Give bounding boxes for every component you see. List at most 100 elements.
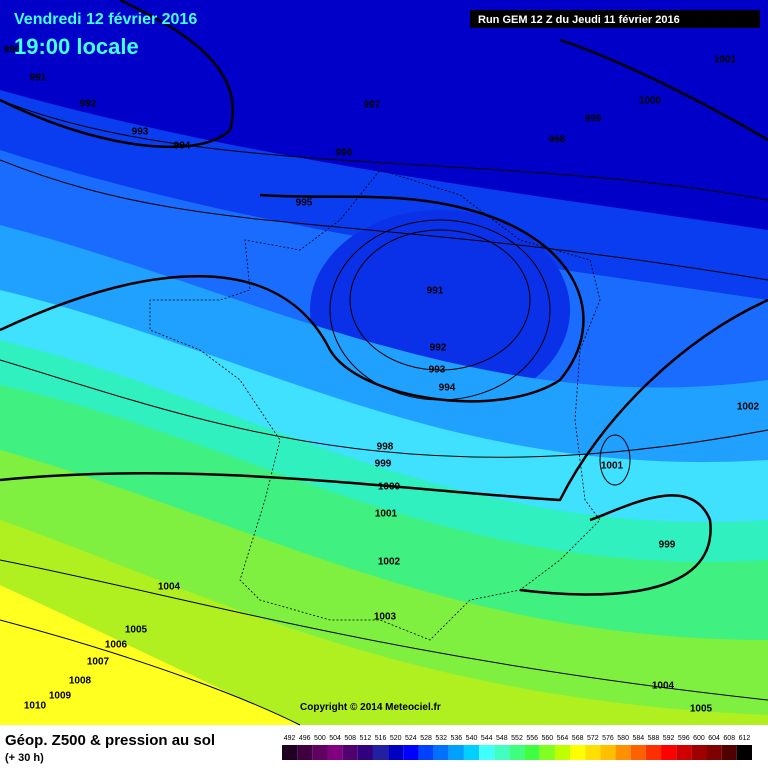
legend-swatch xyxy=(661,745,677,760)
legend-label: 572 xyxy=(587,735,599,742)
legend-label: 544 xyxy=(481,735,493,742)
legend-swatch xyxy=(721,745,737,760)
isobar-label: 991 xyxy=(427,286,444,297)
legend-swatch xyxy=(570,745,586,760)
isobar-label: 999 xyxy=(375,459,392,470)
isobar-label: 995 xyxy=(296,198,313,209)
legend-swatch xyxy=(539,745,555,760)
legend-label: 532 xyxy=(435,735,447,742)
legend-label: 564 xyxy=(557,735,569,742)
legend-label: 568 xyxy=(572,735,584,742)
isobar-label: 1001 xyxy=(601,461,624,472)
legend-swatch xyxy=(418,745,434,760)
footer-subtitle: (+ 30 h) xyxy=(5,752,44,764)
legend-swatch xyxy=(676,745,692,760)
legend-swatch xyxy=(615,745,631,760)
isobar-label: 1000 xyxy=(639,96,662,107)
legend-swatch xyxy=(479,745,495,760)
country-borders xyxy=(149,169,601,641)
isobar-label: 1000 xyxy=(378,482,401,493)
isobar-label: 1005 xyxy=(125,625,148,636)
isobar-label: 991 xyxy=(30,73,47,84)
legend-swatch xyxy=(327,745,343,760)
legend-label: 528 xyxy=(420,735,432,742)
isobar-label: 998 xyxy=(549,135,566,146)
isobar-labels: 990 991 992 993 994 997 996 995 999 998 1000 1001 99… xyxy=(4,45,760,715)
legend-label: 548 xyxy=(496,735,508,742)
isobar-label: 1003 xyxy=(374,612,397,623)
legend-swatch xyxy=(585,745,601,760)
legend-swatch xyxy=(509,745,525,760)
legend-label: 604 xyxy=(708,735,720,742)
footer-title: Géop. Z500 & pression au sol xyxy=(5,732,215,749)
isobar-label: 992 xyxy=(430,343,447,354)
run-info: Run GEM 12 Z du Jeudi 11 février 2016 xyxy=(478,14,680,26)
legend-label: 536 xyxy=(451,735,463,742)
legend-swatch xyxy=(600,745,616,760)
legend-label: 516 xyxy=(375,735,387,742)
isobar-label: 993 xyxy=(429,365,446,376)
legend-swatch xyxy=(706,745,722,760)
date: Vendredi 12 février 2016 xyxy=(14,11,197,28)
legend-label: 596 xyxy=(678,735,690,742)
isobar-label: 1006 xyxy=(105,640,128,651)
isobar-label: 1002 xyxy=(737,402,760,413)
legend-label: 612 xyxy=(739,735,751,742)
legend-label: 608 xyxy=(723,735,735,742)
legend-label: 556 xyxy=(526,735,538,742)
isobar-label: 1005 xyxy=(690,704,713,715)
legend-swatch xyxy=(691,745,707,760)
legend-label: 600 xyxy=(693,735,705,742)
isobar-label: 994 xyxy=(174,141,191,152)
isobar-label: 1009 xyxy=(49,691,72,702)
isobar-label: 1008 xyxy=(69,676,92,687)
legend-swatch xyxy=(357,745,373,760)
isobar-label: 1004 xyxy=(158,582,181,593)
legend-swatch xyxy=(448,745,464,760)
legend-swatch xyxy=(403,745,419,760)
legend-label: 588 xyxy=(648,735,660,742)
legend-swatch xyxy=(736,745,752,760)
legend-label: 504 xyxy=(329,735,341,742)
isobars xyxy=(0,0,768,726)
geopotential-bands xyxy=(0,0,768,725)
legend-swatch xyxy=(630,745,646,760)
run-box xyxy=(470,10,760,28)
isobar-label: 1010 xyxy=(24,701,47,712)
time: 19:00 locale xyxy=(14,34,139,59)
legend-label: 520 xyxy=(390,735,402,742)
isobar-label: 1007 xyxy=(87,657,110,668)
legend-label: 552 xyxy=(511,735,523,742)
legend-swatch xyxy=(312,745,328,760)
isobar-label: 996 xyxy=(336,148,353,159)
legend-label: 492 xyxy=(284,735,296,742)
legend-label: 524 xyxy=(405,735,417,742)
isobar-label: 999 xyxy=(659,540,676,551)
legend-swatch xyxy=(645,745,662,760)
isobar-label: 993 xyxy=(132,127,149,138)
legend-label: 580 xyxy=(617,735,629,742)
isobar-label: 1001 xyxy=(714,55,737,66)
legend-swatch xyxy=(433,745,449,760)
legend-swatch xyxy=(524,745,540,760)
isobar-label: 1004 xyxy=(652,681,675,692)
isobar-label: 997 xyxy=(364,100,381,111)
legend-swatch xyxy=(372,745,389,760)
legend-label: 560 xyxy=(541,735,553,742)
legend-label: 500 xyxy=(314,735,326,742)
isobar-label: 1001 xyxy=(375,509,398,520)
legend-swatch xyxy=(297,745,313,760)
legend: 492 496 500 504 508 512 516 520 524 528 532 536 540 5… xyxy=(282,735,752,760)
isobar-label: 999 xyxy=(585,114,602,125)
legend-label: 496 xyxy=(299,735,311,742)
legend-label: 584 xyxy=(632,735,644,742)
legend-label: 592 xyxy=(663,735,675,742)
legend-label: 508 xyxy=(344,735,356,742)
copyright: Copyright © 2014 Meteociel.fr xyxy=(300,702,441,713)
legend-swatch xyxy=(282,745,298,760)
legend-swatch xyxy=(342,745,358,760)
isobar-label: 998 xyxy=(377,442,394,453)
legend-label: 576 xyxy=(602,735,614,742)
legend-label: 512 xyxy=(360,735,372,742)
